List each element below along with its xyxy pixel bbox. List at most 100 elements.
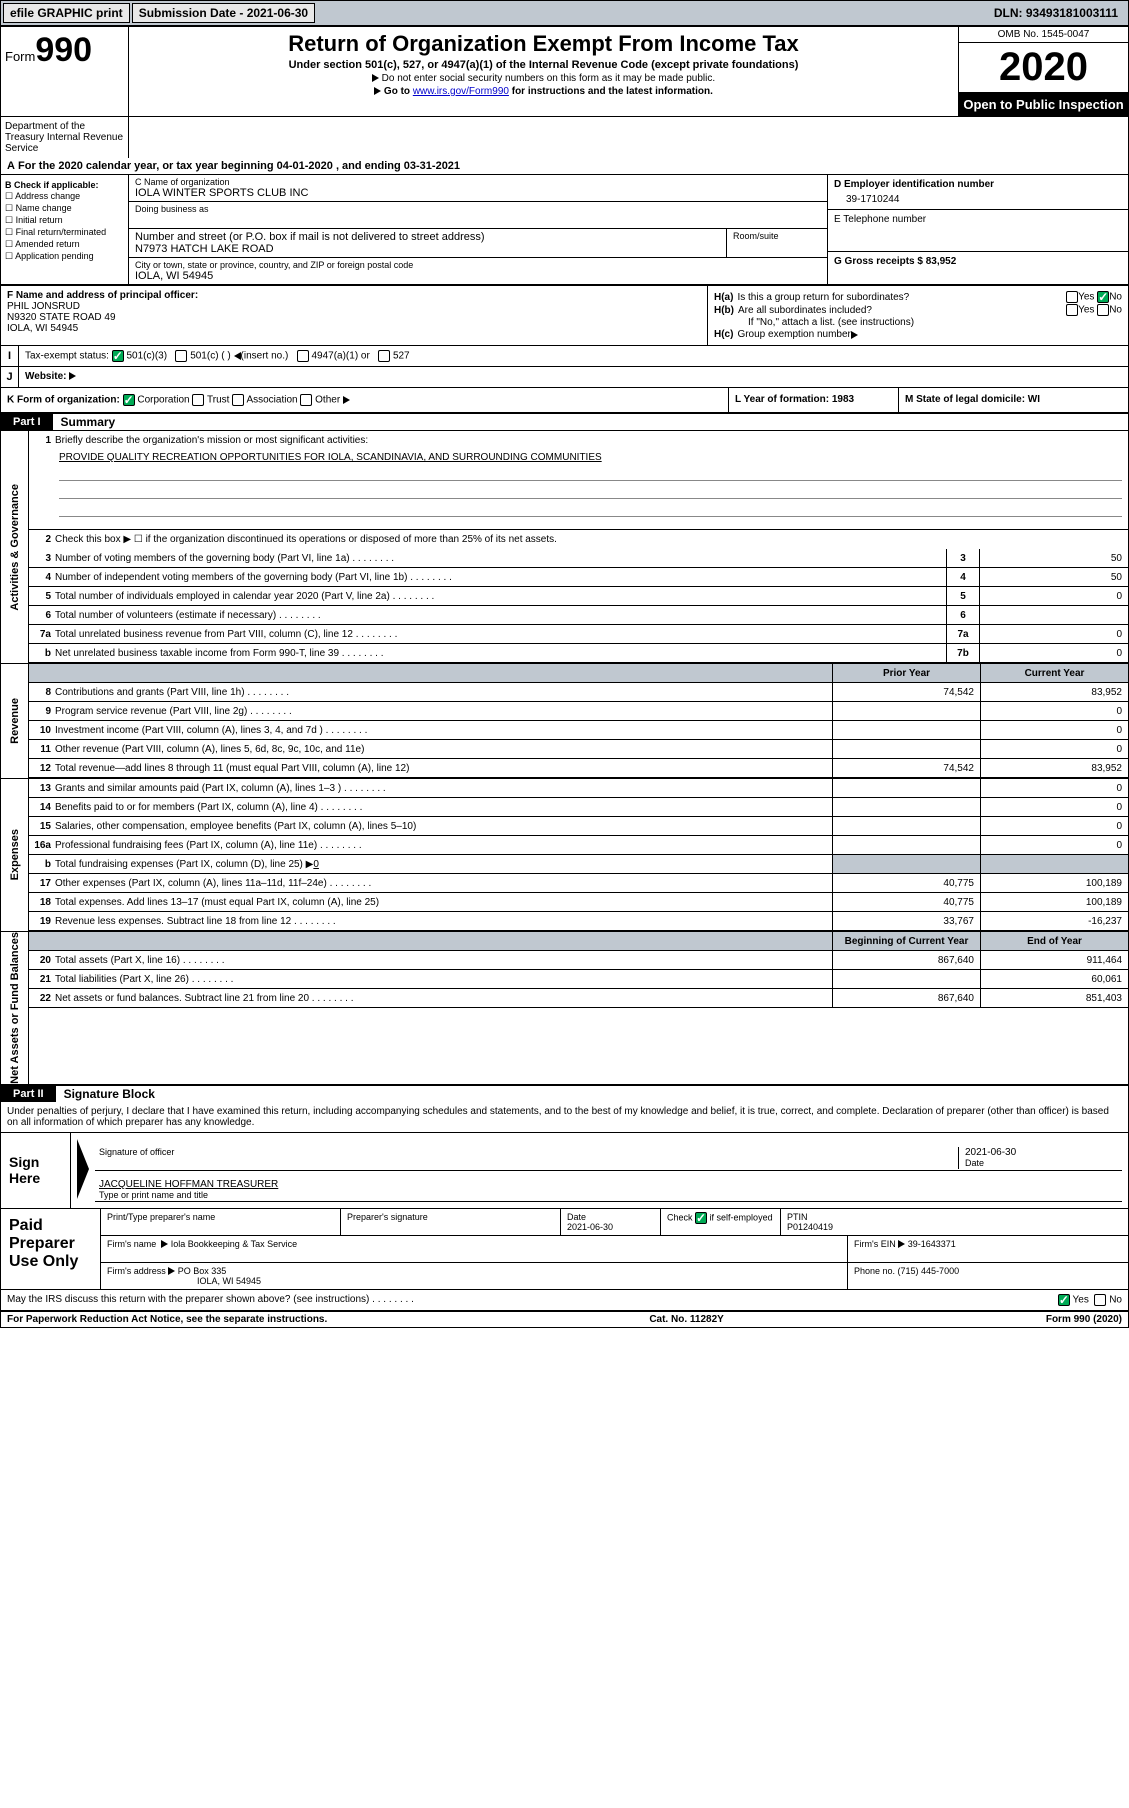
- c14: 0: [980, 798, 1128, 816]
- corp[interactable]: Corporation: [137, 395, 189, 406]
- type-name-label: Type or print name and title: [99, 1190, 208, 1200]
- vlabel-revenue: Revenue: [1, 664, 29, 778]
- c13: 0: [980, 779, 1128, 797]
- c8: 83,952: [980, 683, 1128, 701]
- c-label: C Name of organization: [135, 177, 821, 187]
- part1-header: Part I Summary: [1, 414, 1128, 430]
- p11: [832, 740, 980, 758]
- hb-yes[interactable]: Yes: [1078, 305, 1094, 316]
- p9: [832, 702, 980, 720]
- irs-link[interactable]: www.irs.gov/Form990: [413, 86, 509, 97]
- 527[interactable]: 527: [393, 351, 410, 362]
- q20: Total assets (Part X, line 16): [55, 953, 832, 968]
- k-label: K Form of organization:: [7, 395, 120, 406]
- prep-date-val: 2021-06-30: [567, 1222, 613, 1232]
- chk-amended-return[interactable]: ☐ Amended return: [5, 239, 124, 250]
- firm-ein-label: Firm's EIN: [854, 1239, 896, 1249]
- 501c3[interactable]: 501(c)(3): [126, 351, 167, 362]
- q11: Other revenue (Part VIII, column (A), li…: [55, 742, 832, 757]
- chk-application-pending[interactable]: ☐ Application pending: [5, 251, 124, 262]
- form-label: Form: [5, 49, 35, 64]
- other[interactable]: Other: [315, 395, 340, 406]
- q22: Net assets or fund balances. Subtract li…: [55, 991, 832, 1006]
- assoc[interactable]: Association: [246, 395, 297, 406]
- vlabel-governance: Activities & Governance: [1, 431, 29, 663]
- hc-tag: H(c): [714, 329, 733, 340]
- 4947a1[interactable]: 4947(a)(1) or: [311, 351, 369, 362]
- c21: 60,061: [980, 970, 1128, 988]
- current-year-hdr: Current Year: [980, 664, 1128, 682]
- firm-ein-val: 39-1643371: [908, 1239, 956, 1249]
- q15: Salaries, other compensation, employee b…: [55, 819, 832, 834]
- form-no-footer: Form 990 (2020): [1046, 1314, 1122, 1325]
- firm-addr-val: PO Box 335: [178, 1266, 227, 1276]
- q18: Total expenses. Add lines 13–17 (must eq…: [55, 895, 832, 910]
- sig-officer-label: Signature of officer: [99, 1147, 174, 1169]
- discuss-text: May the IRS discuss this return with the…: [7, 1294, 414, 1306]
- tax-year: 2020: [959, 43, 1128, 93]
- p18: 40,775: [832, 893, 980, 911]
- discuss-yes[interactable]: Yes: [1073, 1294, 1089, 1305]
- v5: 0: [980, 587, 1128, 605]
- part1-title: Summary: [61, 415, 116, 429]
- discuss-no[interactable]: No: [1109, 1294, 1122, 1305]
- title-under: Under section 501(c), 527, or 4947(a)(1)…: [137, 59, 950, 71]
- vlabel-expenses: Expenses: [1, 779, 29, 931]
- chk-address-change[interactable]: ☐ Address change: [5, 191, 124, 202]
- ha-yes[interactable]: Yes: [1078, 292, 1094, 303]
- p20: 867,640: [832, 951, 980, 969]
- prep-label: Paid Preparer Use Only: [1, 1209, 101, 1289]
- v3: 50: [980, 549, 1128, 567]
- form-main: Form990 Return of Organization Exempt Fr…: [0, 26, 1129, 1328]
- i-label: I: [1, 346, 19, 366]
- q21: Total liabilities (Part X, line 26): [55, 972, 832, 987]
- c22: 851,403: [980, 989, 1128, 1007]
- p13: [832, 779, 980, 797]
- insert-no: (insert no.): [241, 351, 289, 362]
- omb-number: OMB No. 1545-0047: [959, 27, 1128, 43]
- cat-no: Cat. No. 11282Y: [649, 1314, 723, 1325]
- ha-text: Is this a group return for subordinates?: [737, 292, 909, 303]
- state-domicile: M State of legal domicile: WI: [905, 394, 1040, 405]
- trust[interactable]: Trust: [207, 395, 229, 406]
- officer-printed-name: JACQUELINE HOFFMAN TREASURER: [99, 1179, 278, 1190]
- gross-receipts: G Gross receipts $ 83,952: [834, 256, 956, 267]
- part2-num: Part II: [1, 1086, 56, 1102]
- mission-text: PROVIDE QUALITY RECREATION OPPORTUNITIES…: [59, 452, 602, 463]
- declaration: Under penalties of perjury, I declare th…: [1, 1102, 1128, 1133]
- q16b: Total fundraising expenses (Part IX, col…: [55, 857, 832, 872]
- j-label: J: [1, 367, 19, 387]
- prior-year-hdr: Prior Year: [832, 664, 980, 682]
- dba-label: Doing business as: [135, 204, 821, 214]
- ein-label: D Employer identification number: [834, 179, 994, 190]
- p22: 867,640: [832, 989, 980, 1007]
- 501c[interactable]: 501(c) ( ): [190, 351, 231, 362]
- ha-no[interactable]: No: [1109, 292, 1122, 303]
- sig-date-val: 2021-06-30: [965, 1147, 1016, 1158]
- chk-initial-return[interactable]: ☐ Initial return: [5, 215, 124, 226]
- year-box: OMB No. 1545-0047 2020 Open to Public In…: [958, 27, 1128, 116]
- chk-final-return[interactable]: ☐ Final return/terminated: [5, 227, 124, 238]
- vlabel-netassets: Net Assets or Fund Balances: [1, 932, 29, 1084]
- prep-self-employed: if self-employed: [710, 1212, 773, 1222]
- officer-name: PHIL JONSRUD: [7, 301, 80, 312]
- hb-tag: H(b): [714, 305, 734, 316]
- efile-btn[interactable]: efile GRAPHIC print: [3, 3, 130, 23]
- b-label: B Check if applicable:: [5, 180, 99, 190]
- check-applicable: B Check if applicable: ☐ Address change …: [1, 175, 129, 284]
- website-label: Website:: [25, 371, 67, 382]
- p12: 74,542: [832, 759, 980, 777]
- chk-name-change[interactable]: ☐ Name change: [5, 203, 124, 214]
- name-column: C Name of organization IOLA WINTER SPORT…: [129, 175, 828, 284]
- c15: 0: [980, 817, 1128, 835]
- q14: Benefits paid to or for members (Part IX…: [55, 800, 832, 815]
- q19: Revenue less expenses. Subtract line 18 …: [55, 914, 832, 929]
- hb-no[interactable]: No: [1109, 305, 1122, 316]
- period-row: A For the 2020 calendar year, or tax yea…: [1, 158, 1128, 175]
- goto-label: Go to: [384, 86, 410, 97]
- c9: 0: [980, 702, 1128, 720]
- q9: Program service revenue (Part VIII, line…: [55, 704, 832, 719]
- dln: DLN: 93493181003111: [988, 4, 1124, 22]
- preparer-section: Paid Preparer Use Only Print/Type prepar…: [1, 1209, 1128, 1290]
- firm-addr-label: Firm's address: [107, 1266, 166, 1276]
